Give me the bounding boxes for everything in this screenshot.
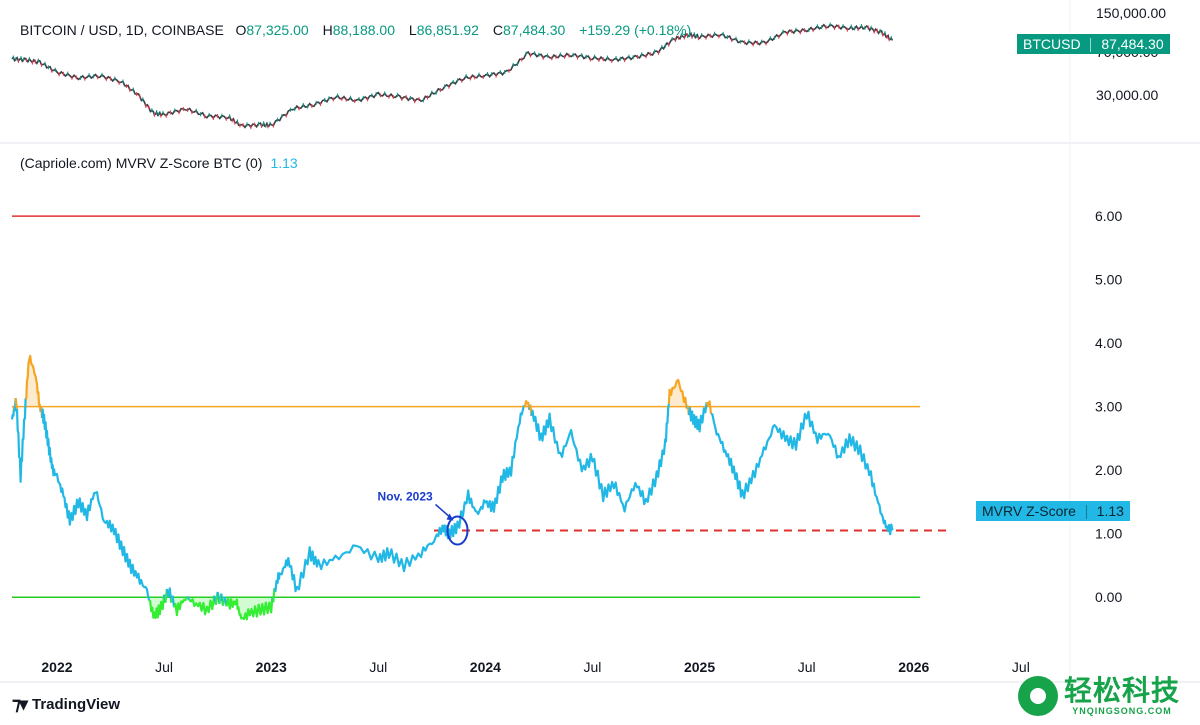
highlight-circle [446, 515, 469, 546]
zscore-tick-label: 1.00 [1095, 526, 1122, 542]
close-label: C [492, 22, 503, 38]
zscore-series-line [705, 400, 713, 415]
tradingview-label: TradingView [31, 696, 121, 713]
watermark-cn: 轻松科技 [1064, 675, 1181, 706]
zscore-series-line [188, 595, 216, 616]
price-tag-value: 87,484.30 [1101, 36, 1164, 52]
time-tick-label: Jul [584, 659, 602, 675]
zscore-tag: MVRV Z-Score 1.13 [976, 501, 1130, 521]
price-tag: BTCUSD 87,484.30 [1017, 34, 1170, 54]
indicator-title: (Capriole.com) MVRV Z-Score BTC (0) [20, 155, 263, 171]
time-tick-label: Jul [369, 659, 387, 675]
time-tick-label: 2022 [41, 659, 72, 675]
zscore-tick-label: 3.00 [1095, 399, 1122, 415]
ohlc-legend: BITCOIN / USD, 1D, COINBASE O87,325.00 H… [20, 22, 701, 38]
time-tick-label: Jul [798, 659, 816, 675]
zscore-tick-label: 2.00 [1095, 462, 1122, 478]
zscore-series-line [15, 398, 27, 483]
zscore-tick-label: 5.00 [1095, 272, 1122, 288]
zscore-tag-value: 1.13 [1096, 503, 1124, 519]
time-tick-label: 2024 [470, 659, 501, 675]
indicator-legend: (Capriole.com) MVRV Z-Score BTC (0) 1.13 [20, 155, 298, 171]
close-value: 87,484.30 [503, 22, 566, 38]
tradingview-logo[interactable]: ⁊▾ TradingView [12, 694, 120, 715]
change-value: +159.29 (+0.18%) [579, 22, 692, 38]
time-tick-label: Jul [155, 659, 173, 675]
overheat-area [668, 379, 686, 407]
annotation-arrowhead [446, 513, 454, 521]
watermark: 轻松科技 YNQINGSONG.COM [1018, 676, 1180, 716]
high-value: 88,188.00 [332, 22, 395, 38]
zscore-series-line [148, 594, 166, 620]
zscore-tag-name: MVRV Z-Score [982, 503, 1076, 519]
low-value: 86,851.92 [416, 22, 479, 38]
zscore-series-line [14, 397, 19, 409]
zscore-series-line [687, 402, 708, 433]
tradingview-mark-icon: ⁊▾ [12, 694, 28, 714]
open-value: 87,325.00 [246, 22, 309, 38]
zscore-series-line [710, 410, 894, 536]
zscore-series-line [165, 587, 173, 603]
time-tick-label: 2025 [684, 659, 715, 675]
zscore-series-line [667, 378, 688, 409]
indicator-value: 1.13 [270, 155, 298, 171]
zscore-tick-label: 6.00 [1095, 208, 1122, 224]
zscore-series-line [523, 400, 531, 410]
price-tick-label: 150,000.00 [1096, 5, 1166, 21]
watermark-en: YNQINGSONG.COM [1072, 706, 1172, 716]
price-series-line [11, 23, 894, 129]
price-candles [12, 22, 892, 130]
open-label: O [235, 22, 247, 38]
zscore-series-line [530, 403, 670, 513]
zscore-series-line [225, 596, 274, 621]
annotation-label: Nov. 2023 [378, 490, 433, 504]
zscore-tick-label: 0.00 [1095, 589, 1122, 605]
price-tag-name: BTCUSD [1023, 36, 1081, 52]
zscore-series-line [25, 354, 42, 413]
zscore-tick-label: 4.00 [1095, 335, 1122, 351]
watermark-logo-icon [1018, 676, 1058, 716]
zscore-series-line [273, 405, 525, 593]
zscore-series-line [40, 408, 151, 601]
high-label: H [322, 22, 333, 38]
time-tick-label: 2023 [256, 659, 287, 675]
time-tick-label: Jul [1012, 659, 1030, 675]
time-tick-label: 2026 [898, 659, 929, 675]
price-tick-label: 30,000.00 [1096, 87, 1158, 103]
symbol-label: BITCOIN / USD, 1D, COINBASE [20, 22, 224, 38]
low-label: L [408, 22, 417, 38]
zscore-series-line [186, 595, 191, 601]
zscore-series-line [173, 596, 189, 617]
